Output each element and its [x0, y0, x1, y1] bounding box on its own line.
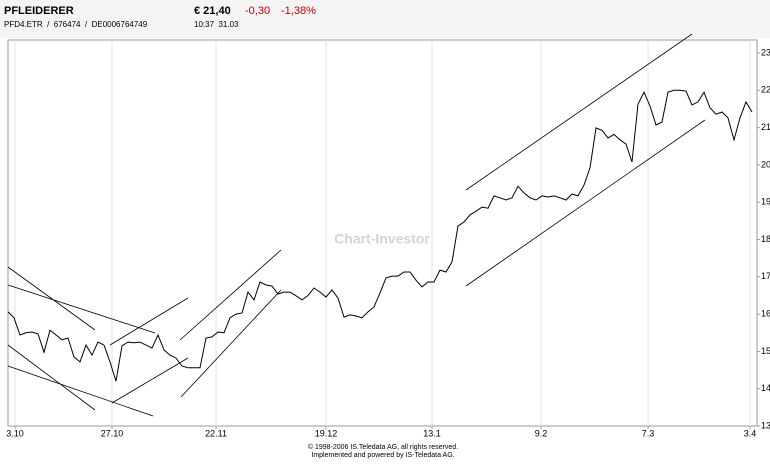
y-tick-label: 20: [761, 159, 770, 169]
y-tick-label: 22: [761, 85, 770, 95]
stock-name: PFLEIDERER: [4, 5, 74, 17]
time: 10:37 31.03: [194, 20, 239, 29]
y-tick-label: 13: [761, 420, 770, 430]
x-tick-label: 13.1: [423, 428, 441, 438]
y-tick-label: 16: [761, 308, 770, 318]
x-tick-label: 19.12: [315, 428, 338, 438]
watermark: Chart-Investor: [334, 231, 430, 247]
x-tick-label: 27.10: [101, 428, 124, 438]
x-tick-label: 3.4: [744, 428, 757, 438]
y-tick-label: 23: [761, 47, 770, 57]
x-tick-label: 3.10: [6, 428, 24, 438]
price-line: [7, 89, 753, 382]
change-pct: -1,38%: [281, 5, 316, 17]
y-tick-label: 18: [761, 234, 770, 244]
stock-ids: PFD4.ETR / 676474 / DE0006764749: [4, 20, 148, 29]
footer-copyright: © 1998-2006 IS.Teledata AG, all rights r…: [308, 443, 458, 451]
trend-lines: [7, 33, 706, 417]
x-tick-label: 22.11: [205, 428, 227, 438]
plot-area: [7, 39, 758, 427]
footer-powered: Implemented and powered by IS-Teledata A…: [311, 452, 454, 459]
y-tick-label: 21: [761, 122, 770, 132]
change: -0,30: [245, 5, 270, 17]
price: € 21,40: [194, 5, 231, 17]
y-tick-label: 19: [761, 197, 770, 207]
x-tick-label: 7.3: [642, 428, 655, 438]
x-tick-label: 9.2: [535, 428, 548, 438]
y-tick-label: 14: [761, 383, 770, 393]
y-tick-label: 15: [761, 346, 770, 356]
header-bg: [0, 0, 770, 38]
y-tick-label: 17: [761, 271, 770, 281]
